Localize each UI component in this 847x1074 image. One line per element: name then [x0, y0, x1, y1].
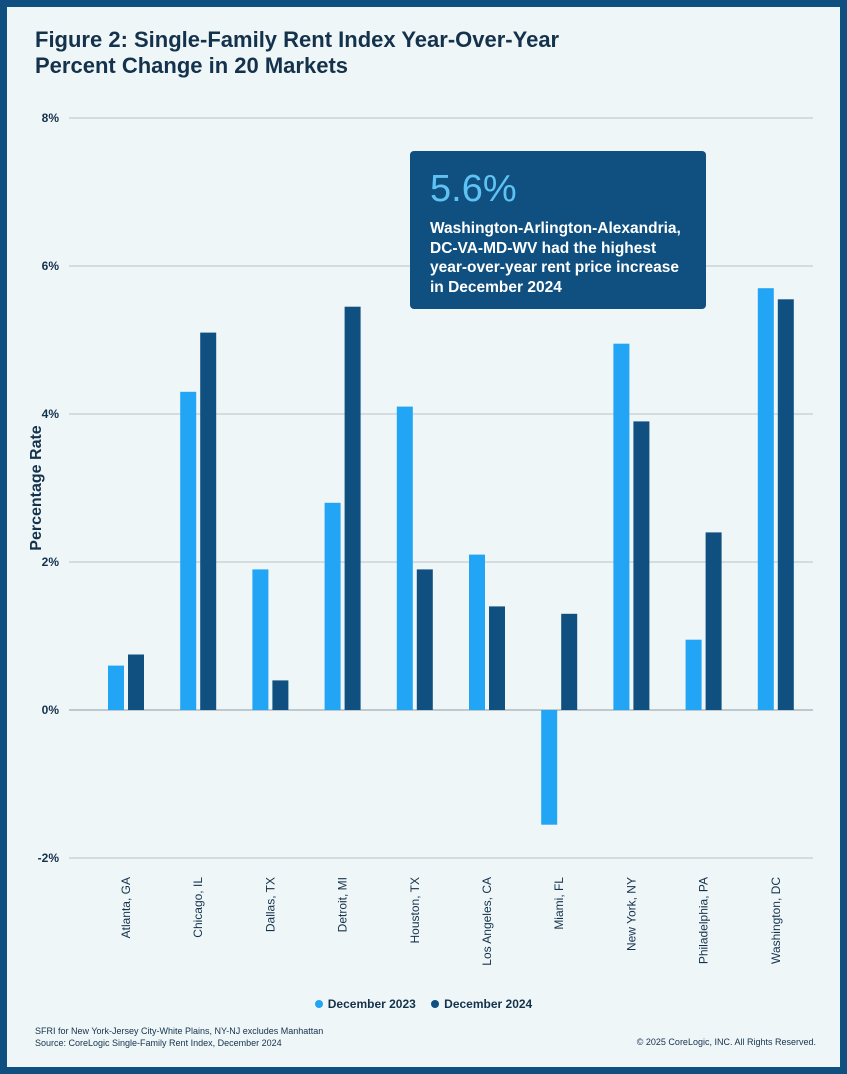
footnote-line-2: Source: CoreLogic Single-Family Rent Ind… [35, 1037, 282, 1048]
x-tick-label: Chicago, IL [191, 877, 205, 938]
legend-label-2023: December 2023 [327, 997, 416, 1011]
x-tick-label: Washington, DC [769, 877, 783, 964]
y-tick-label: 6% [42, 259, 60, 273]
legend-label-2024: December 2024 [444, 997, 533, 1011]
callout-line: in December 2024 [430, 278, 562, 296]
bar-2024 [705, 532, 722, 710]
callout-line: Washington-Arlington-Alexandria, [430, 220, 681, 237]
bar-2023 [396, 406, 413, 710]
y-tick-label: 4% [42, 407, 60, 421]
bar-2024 [633, 421, 650, 710]
bar-2023 [541, 710, 558, 825]
callout-line: year-over-year rent price increase [430, 259, 680, 276]
chart-title: Figure 2: Single-Family Rent Index Year-… [35, 27, 655, 79]
copyright: © 2025 CoreLogic, INC. All Rights Reserv… [636, 1037, 816, 1047]
bar-2024 [489, 606, 505, 710]
x-tick-label: New York, NY [624, 877, 638, 951]
x-tick-label: Dallas, TX [263, 877, 277, 932]
x-tick-label: Los Angeles, CA [480, 877, 494, 966]
x-tick-label: Miami, FL [552, 877, 566, 930]
y-tick-label: 8% [42, 111, 60, 125]
bar-2023 [613, 343, 630, 710]
bar-chart: -2% 0% 2% 4% 6% 8% Percentage Rate Atlanta, GA C… [28, 111, 813, 966]
bar-2023 [324, 502, 341, 710]
bar-2023 [108, 665, 124, 710]
bar-2024 [561, 613, 578, 710]
callout-text: Washington-Arlington-Alexandria, DC-VA-M… [430, 219, 686, 297]
chart-title-line-2: Percent Change in 20 Markets [35, 53, 349, 78]
bar-2024 [777, 299, 794, 710]
footnote: SFRI for New York-Jersey City-White Plai… [35, 1026, 323, 1049]
y-tick-label: -2% [38, 851, 60, 865]
chart-title-line-1: Figure 2: Single-Family Rent Index Year-… [35, 27, 560, 52]
bar-2024 [344, 306, 361, 710]
y-axis-title: Percentage Rate [28, 425, 45, 550]
x-tick-label: Atlanta, GA [119, 877, 133, 938]
legend-item-2023: December 2023 [314, 997, 416, 1011]
bar-2024 [200, 332, 217, 710]
y-tick-label: 0% [42, 703, 60, 717]
x-tick-label: Houston, TX [408, 877, 422, 943]
footnote-line-1: SFRI for New York-Jersey City-White Plai… [35, 1026, 324, 1036]
bar-2023 [469, 554, 485, 710]
highlight-callout: 5.6% Washington-Arlington-Alexandria, DC… [410, 151, 706, 309]
y-tick-label: 2% [42, 555, 60, 569]
bar-2023 [685, 639, 702, 710]
bar-2023 [252, 569, 269, 710]
bar-2023 [757, 288, 774, 710]
bar-2023 [180, 391, 197, 710]
chart-legend: December 2023 December 2024 [7, 997, 840, 1011]
legend-dot-2024 [431, 1000, 440, 1008]
bar-2024 [272, 680, 289, 710]
callout-line: DC-VA-MD-WV had the highest [430, 239, 657, 257]
bar-2024 [416, 569, 433, 710]
legend-item-2024: December 2024 [431, 997, 532, 1011]
x-tick-label: Philadelphia, PA [697, 877, 711, 964]
bar-2024 [128, 654, 144, 710]
legend-dot-2023 [314, 1000, 323, 1008]
callout-value: 5.6% [430, 168, 517, 210]
chart-frame: Figure 2: Single-Family Rent Index Year-… [7, 7, 840, 1067]
x-tick-label: Detroit, MI [336, 877, 350, 932]
